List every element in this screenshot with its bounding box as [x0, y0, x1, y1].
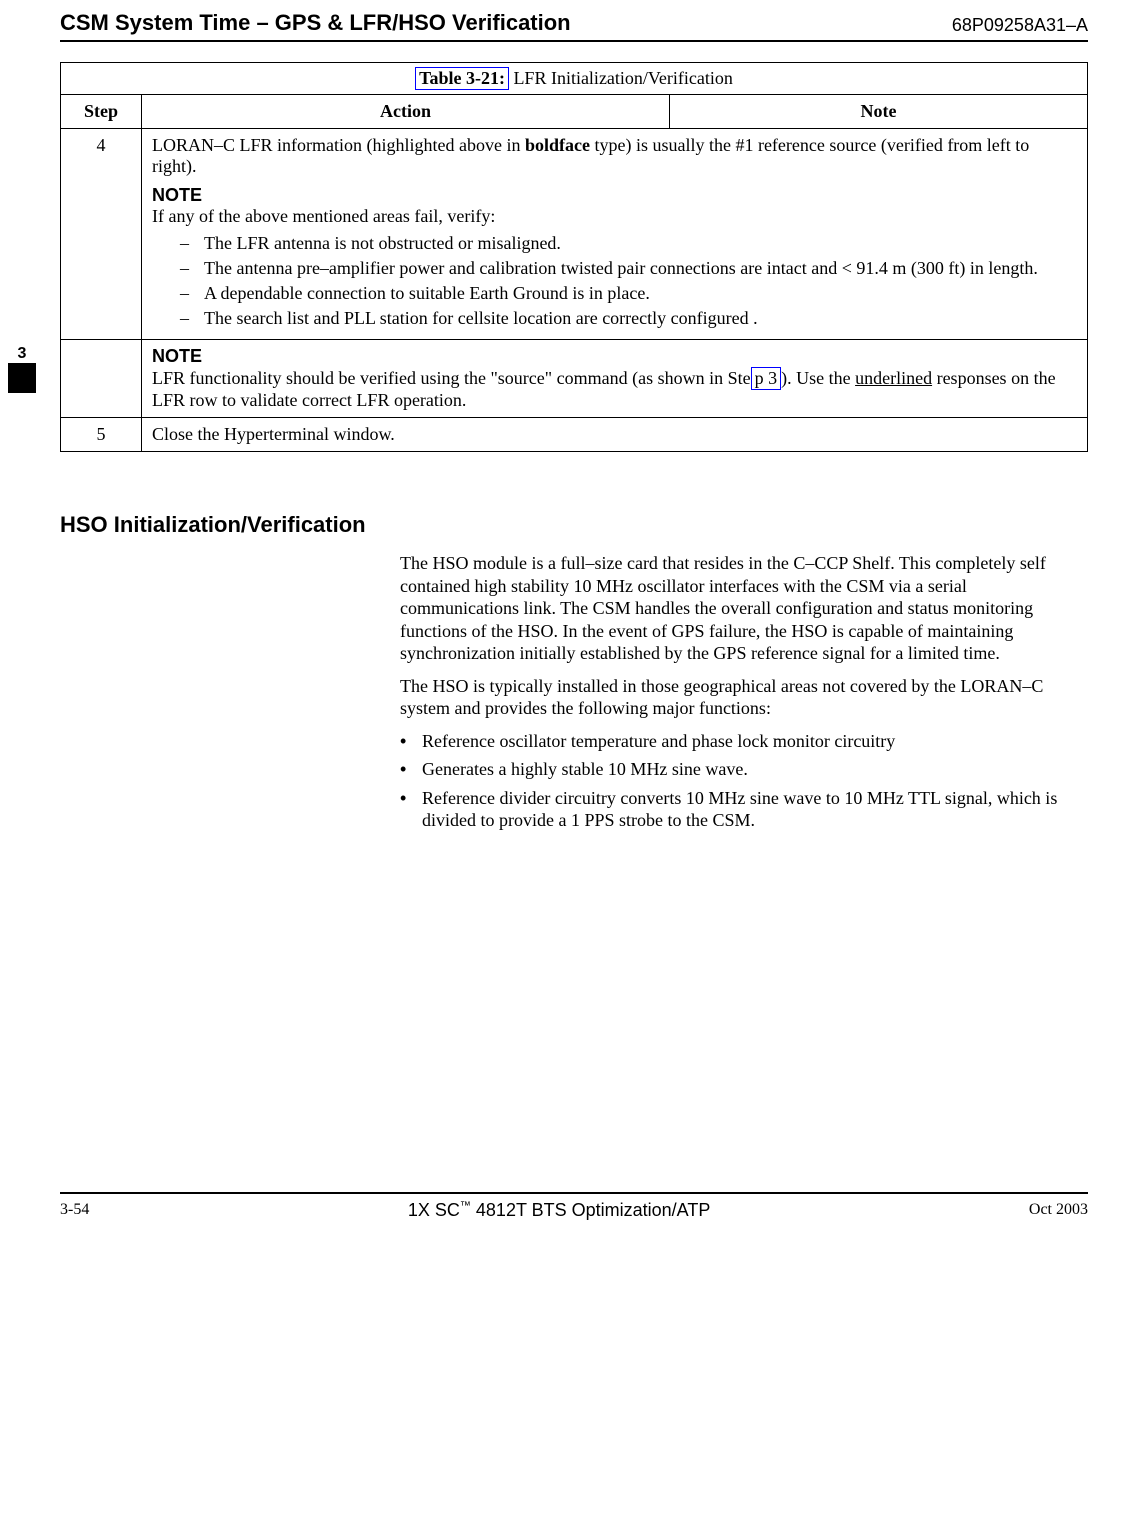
footer-center: 1X SC™ 4812T BTS Optimization/ATP: [408, 1200, 710, 1221]
caption-rest: LFR Initialization/Verification: [509, 68, 733, 88]
bullet-text: Generates a highly stable 10 MHz sine wa…: [422, 758, 748, 781]
chapter-tab-number: 3: [8, 345, 36, 363]
list-item: –The search list and PLL station for cel…: [180, 308, 1077, 329]
step-cell: 4: [61, 129, 142, 340]
bullet-icon: •: [400, 787, 422, 832]
caption-link-box[interactable]: Table 3-21:: [415, 67, 509, 90]
dash-icon: –: [180, 283, 204, 304]
row4-boldface: boldface: [525, 135, 590, 155]
paragraph: The HSO is typically installed in those …: [400, 675, 1088, 720]
col-action: Action: [142, 95, 670, 129]
footer-center-a: 1X SC: [408, 1200, 460, 1220]
note-row-underlined: underlined: [855, 368, 932, 388]
step-link-text: p 3: [755, 368, 778, 388]
bullet-text: Reference divider circuitry converts 10 …: [422, 787, 1088, 832]
list-item-text: The LFR antenna is not obstructed or mis…: [204, 233, 561, 254]
row4-text-a: LORAN–C LFR information (highlighted abo…: [152, 135, 525, 155]
table-header-row: Step Action Note: [61, 95, 1088, 129]
list-item: •Reference divider circuitry converts 10…: [400, 787, 1088, 832]
note-row-text-a: LFR functionality should be verified usi…: [152, 368, 751, 388]
list-item: –The LFR antenna is not obstructed or mi…: [180, 233, 1077, 254]
list-item: –A dependable connection to suitable Ear…: [180, 283, 1077, 304]
caption-bold: Table 3-21:: [419, 68, 505, 88]
header-doc-number: 68P09258A31–A: [952, 15, 1088, 36]
dash-list: –The LFR antenna is not obstructed or mi…: [180, 233, 1077, 329]
note-row-cell: NOTE LFR functionality should be verifie…: [142, 340, 1088, 418]
col-note: Note: [670, 95, 1088, 129]
step-cell: 5: [61, 418, 142, 452]
trademark-icon: ™: [460, 1200, 471, 1212]
action-cell: LORAN–C LFR information (highlighted abo…: [142, 129, 1088, 340]
list-item-text: The search list and PLL station for cell…: [204, 308, 758, 329]
action-cell: Close the Hyperterminal window.: [142, 418, 1088, 452]
note-intro: If any of the above mentioned areas fail…: [152, 206, 1077, 227]
bullet-icon: •: [400, 730, 422, 753]
note-row-text-b: ). Use the: [781, 368, 855, 388]
body-text: The HSO module is a full–size card that …: [400, 552, 1088, 832]
note-row-header: NOTE: [152, 346, 1077, 367]
dash-icon: –: [180, 258, 204, 279]
list-item: –The antenna pre–amplifier power and cal…: [180, 258, 1077, 279]
step-cell-empty: [61, 340, 142, 418]
table-row: 4 LORAN–C LFR information (highlighted a…: [61, 129, 1088, 340]
list-item: •Reference oscillator temperature and ph…: [400, 730, 1088, 753]
chapter-tab: 3: [8, 345, 36, 393]
footer-page-number: 3-54: [60, 1201, 89, 1219]
header-title: CSM System Time – GPS & LFR/HSO Verifica…: [60, 10, 571, 36]
chapter-tab-block: [8, 363, 36, 393]
page-header: CSM System Time – GPS & LFR/HSO Verifica…: [60, 0, 1088, 42]
note-header: NOTE: [152, 185, 1077, 206]
col-step: Step: [61, 95, 142, 129]
footer-center-b: 4812T BTS Optimization/ATP: [471, 1200, 710, 1220]
list-item: •Generates a highly stable 10 MHz sine w…: [400, 758, 1088, 781]
bullet-list: •Reference oscillator temperature and ph…: [400, 730, 1088, 832]
footer-date: Oct 2003: [1029, 1201, 1088, 1219]
paragraph: The HSO module is a full–size card that …: [400, 552, 1088, 665]
table-caption-row: Table 3-21: LFR Initialization/Verificat…: [61, 63, 1088, 95]
page-footer: 3-54 1X SC™ 4812T BTS Optimization/ATP O…: [60, 1192, 1088, 1221]
list-item-text: A dependable connection to suitable Eart…: [204, 283, 650, 304]
section-heading: HSO Initialization/Verification: [60, 512, 1088, 538]
bullet-icon: •: [400, 758, 422, 781]
dash-icon: –: [180, 233, 204, 254]
table-row: NOTE LFR functionality should be verifie…: [61, 340, 1088, 418]
procedure-table: Table 3-21: LFR Initialization/Verificat…: [60, 62, 1088, 452]
table-row: 5 Close the Hyperterminal window.: [61, 418, 1088, 452]
list-item-text: The antenna pre–amplifier power and cali…: [204, 258, 1038, 279]
dash-icon: –: [180, 308, 204, 329]
table-caption: Table 3-21: LFR Initialization/Verificat…: [61, 63, 1088, 95]
bullet-text: Reference oscillator temperature and pha…: [422, 730, 895, 753]
step-link[interactable]: p 3: [751, 367, 782, 390]
